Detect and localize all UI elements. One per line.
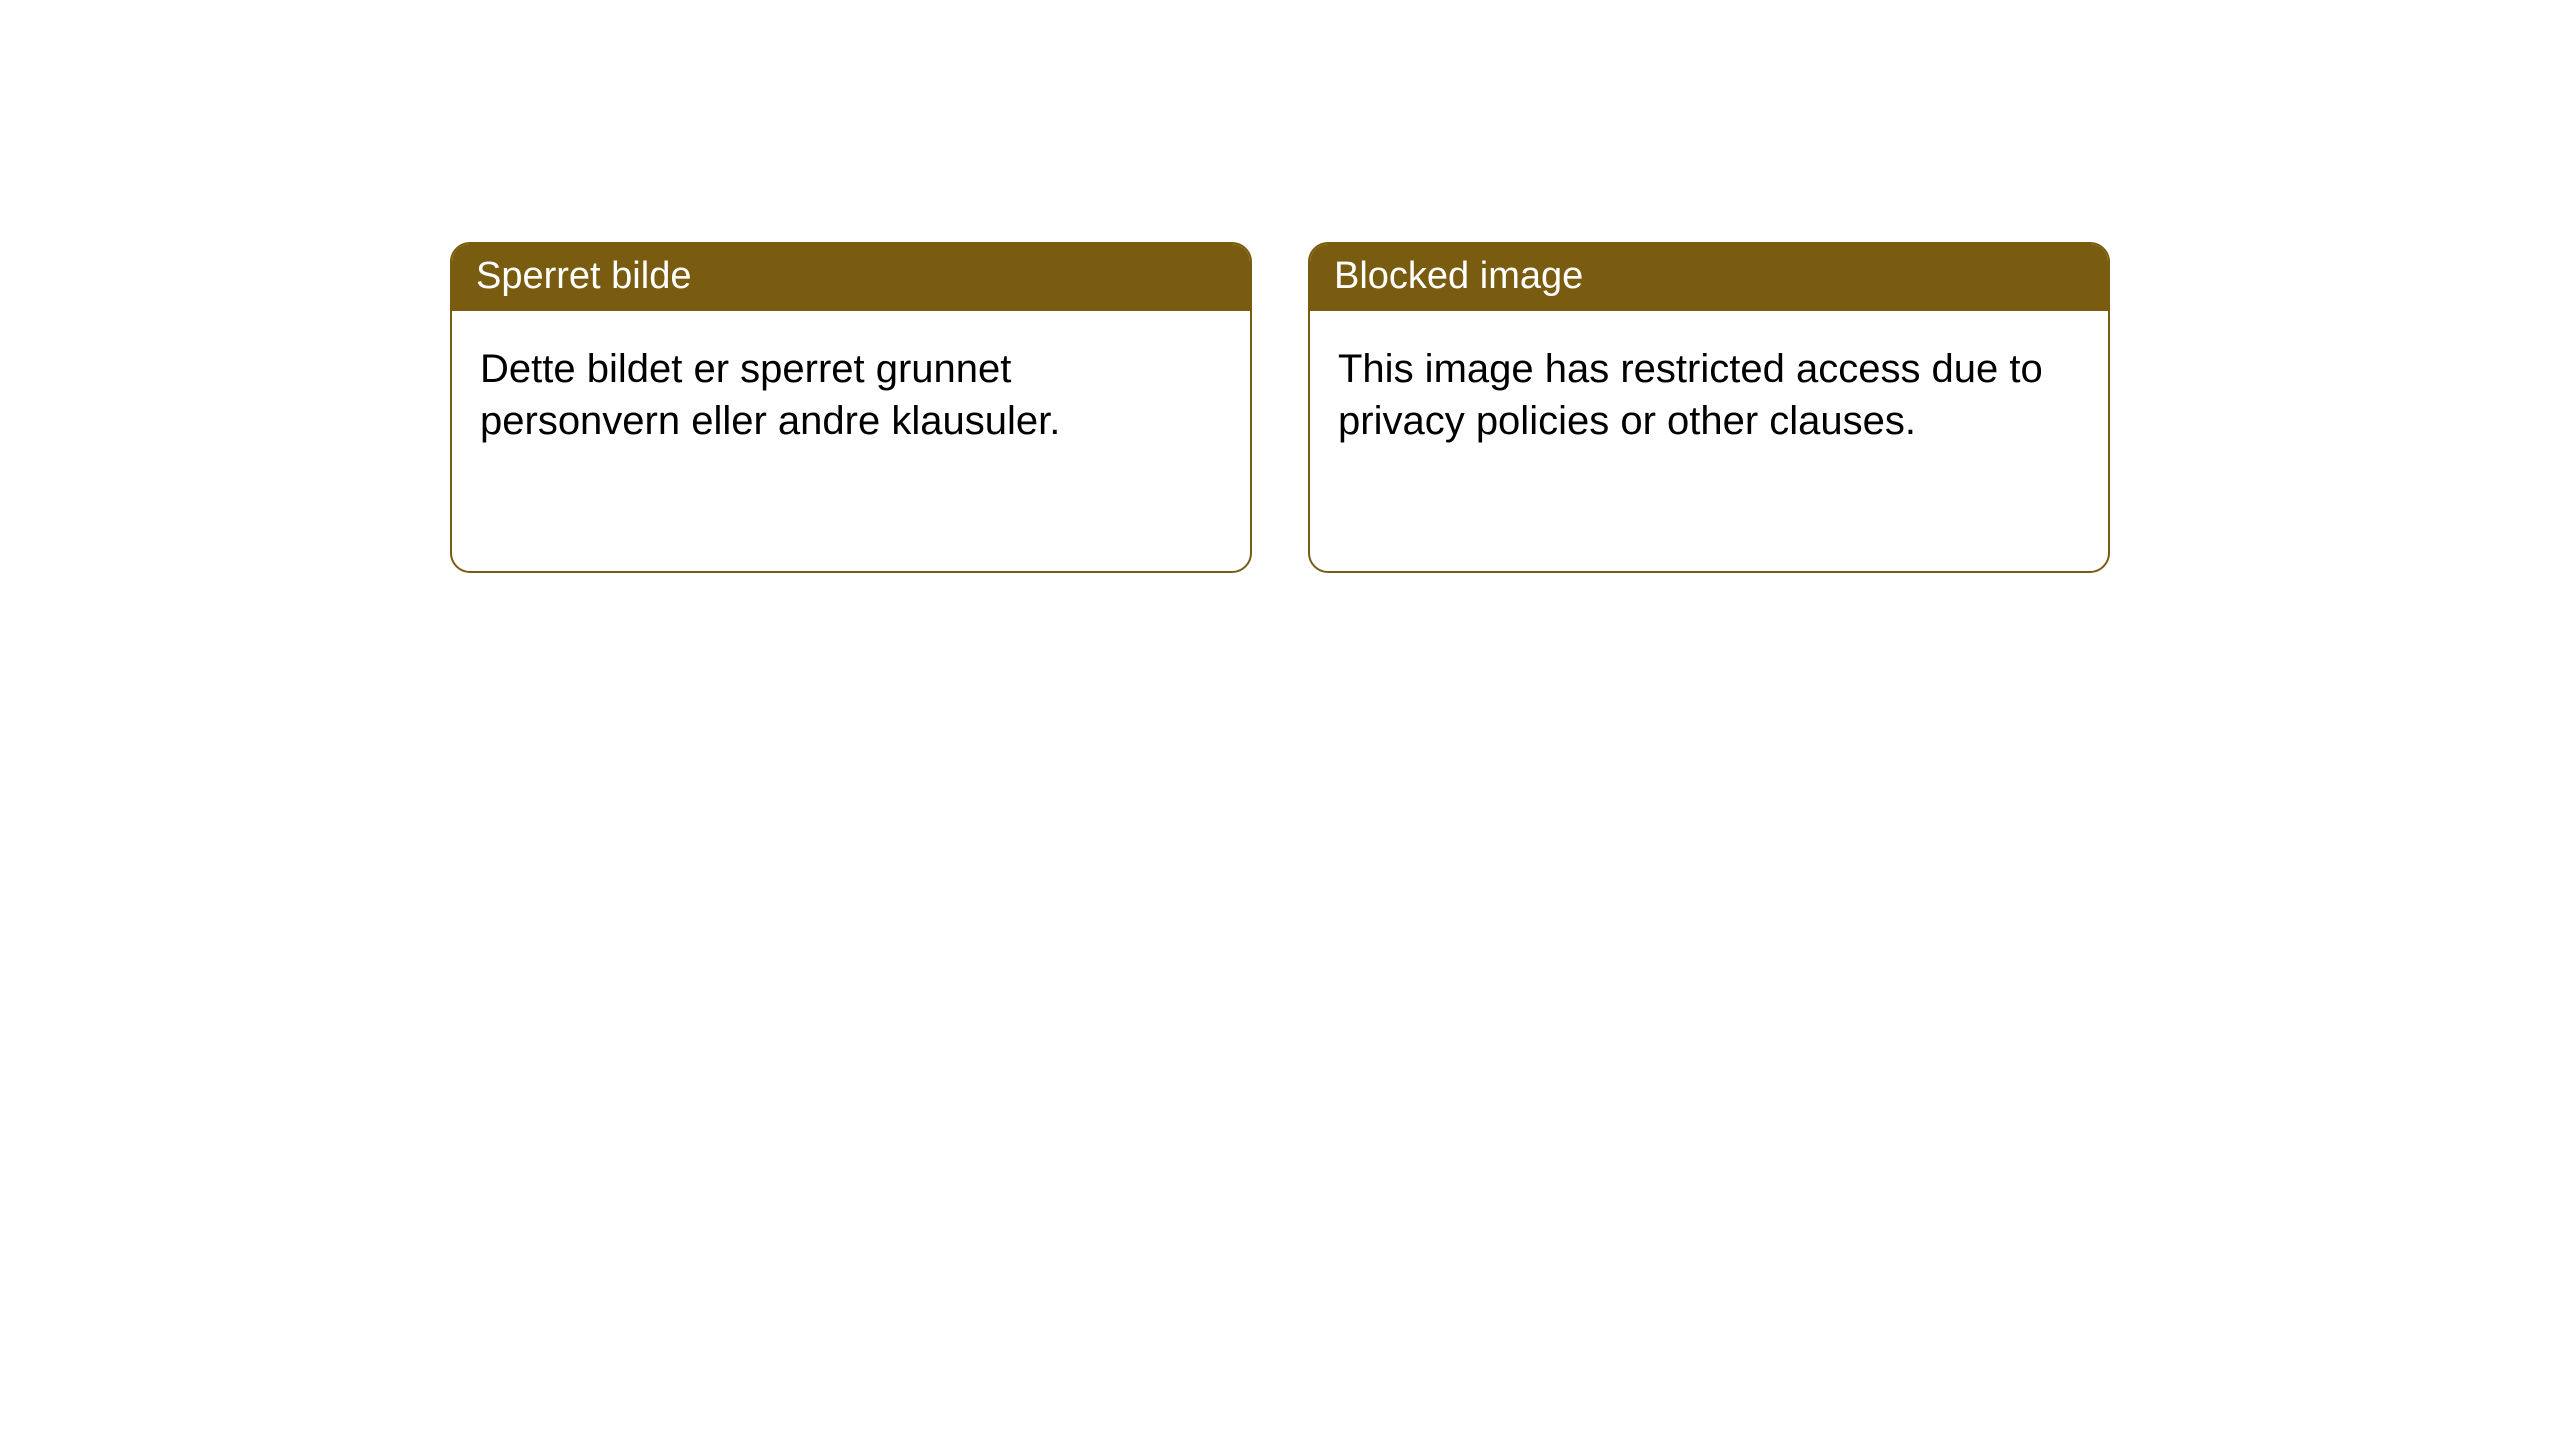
card-body-no: Dette bildet er sperret grunnet personve…	[452, 311, 1250, 479]
blocked-image-card-no: Sperret bilde Dette bildet er sperret gr…	[450, 242, 1252, 573]
blocked-image-card-en: Blocked image This image has restricted …	[1308, 242, 2110, 573]
notice-cards-container: Sperret bilde Dette bildet er sperret gr…	[0, 0, 2560, 573]
card-header-en: Blocked image	[1310, 244, 2108, 311]
card-body-en: This image has restricted access due to …	[1310, 311, 2108, 479]
card-header-no: Sperret bilde	[452, 244, 1250, 311]
